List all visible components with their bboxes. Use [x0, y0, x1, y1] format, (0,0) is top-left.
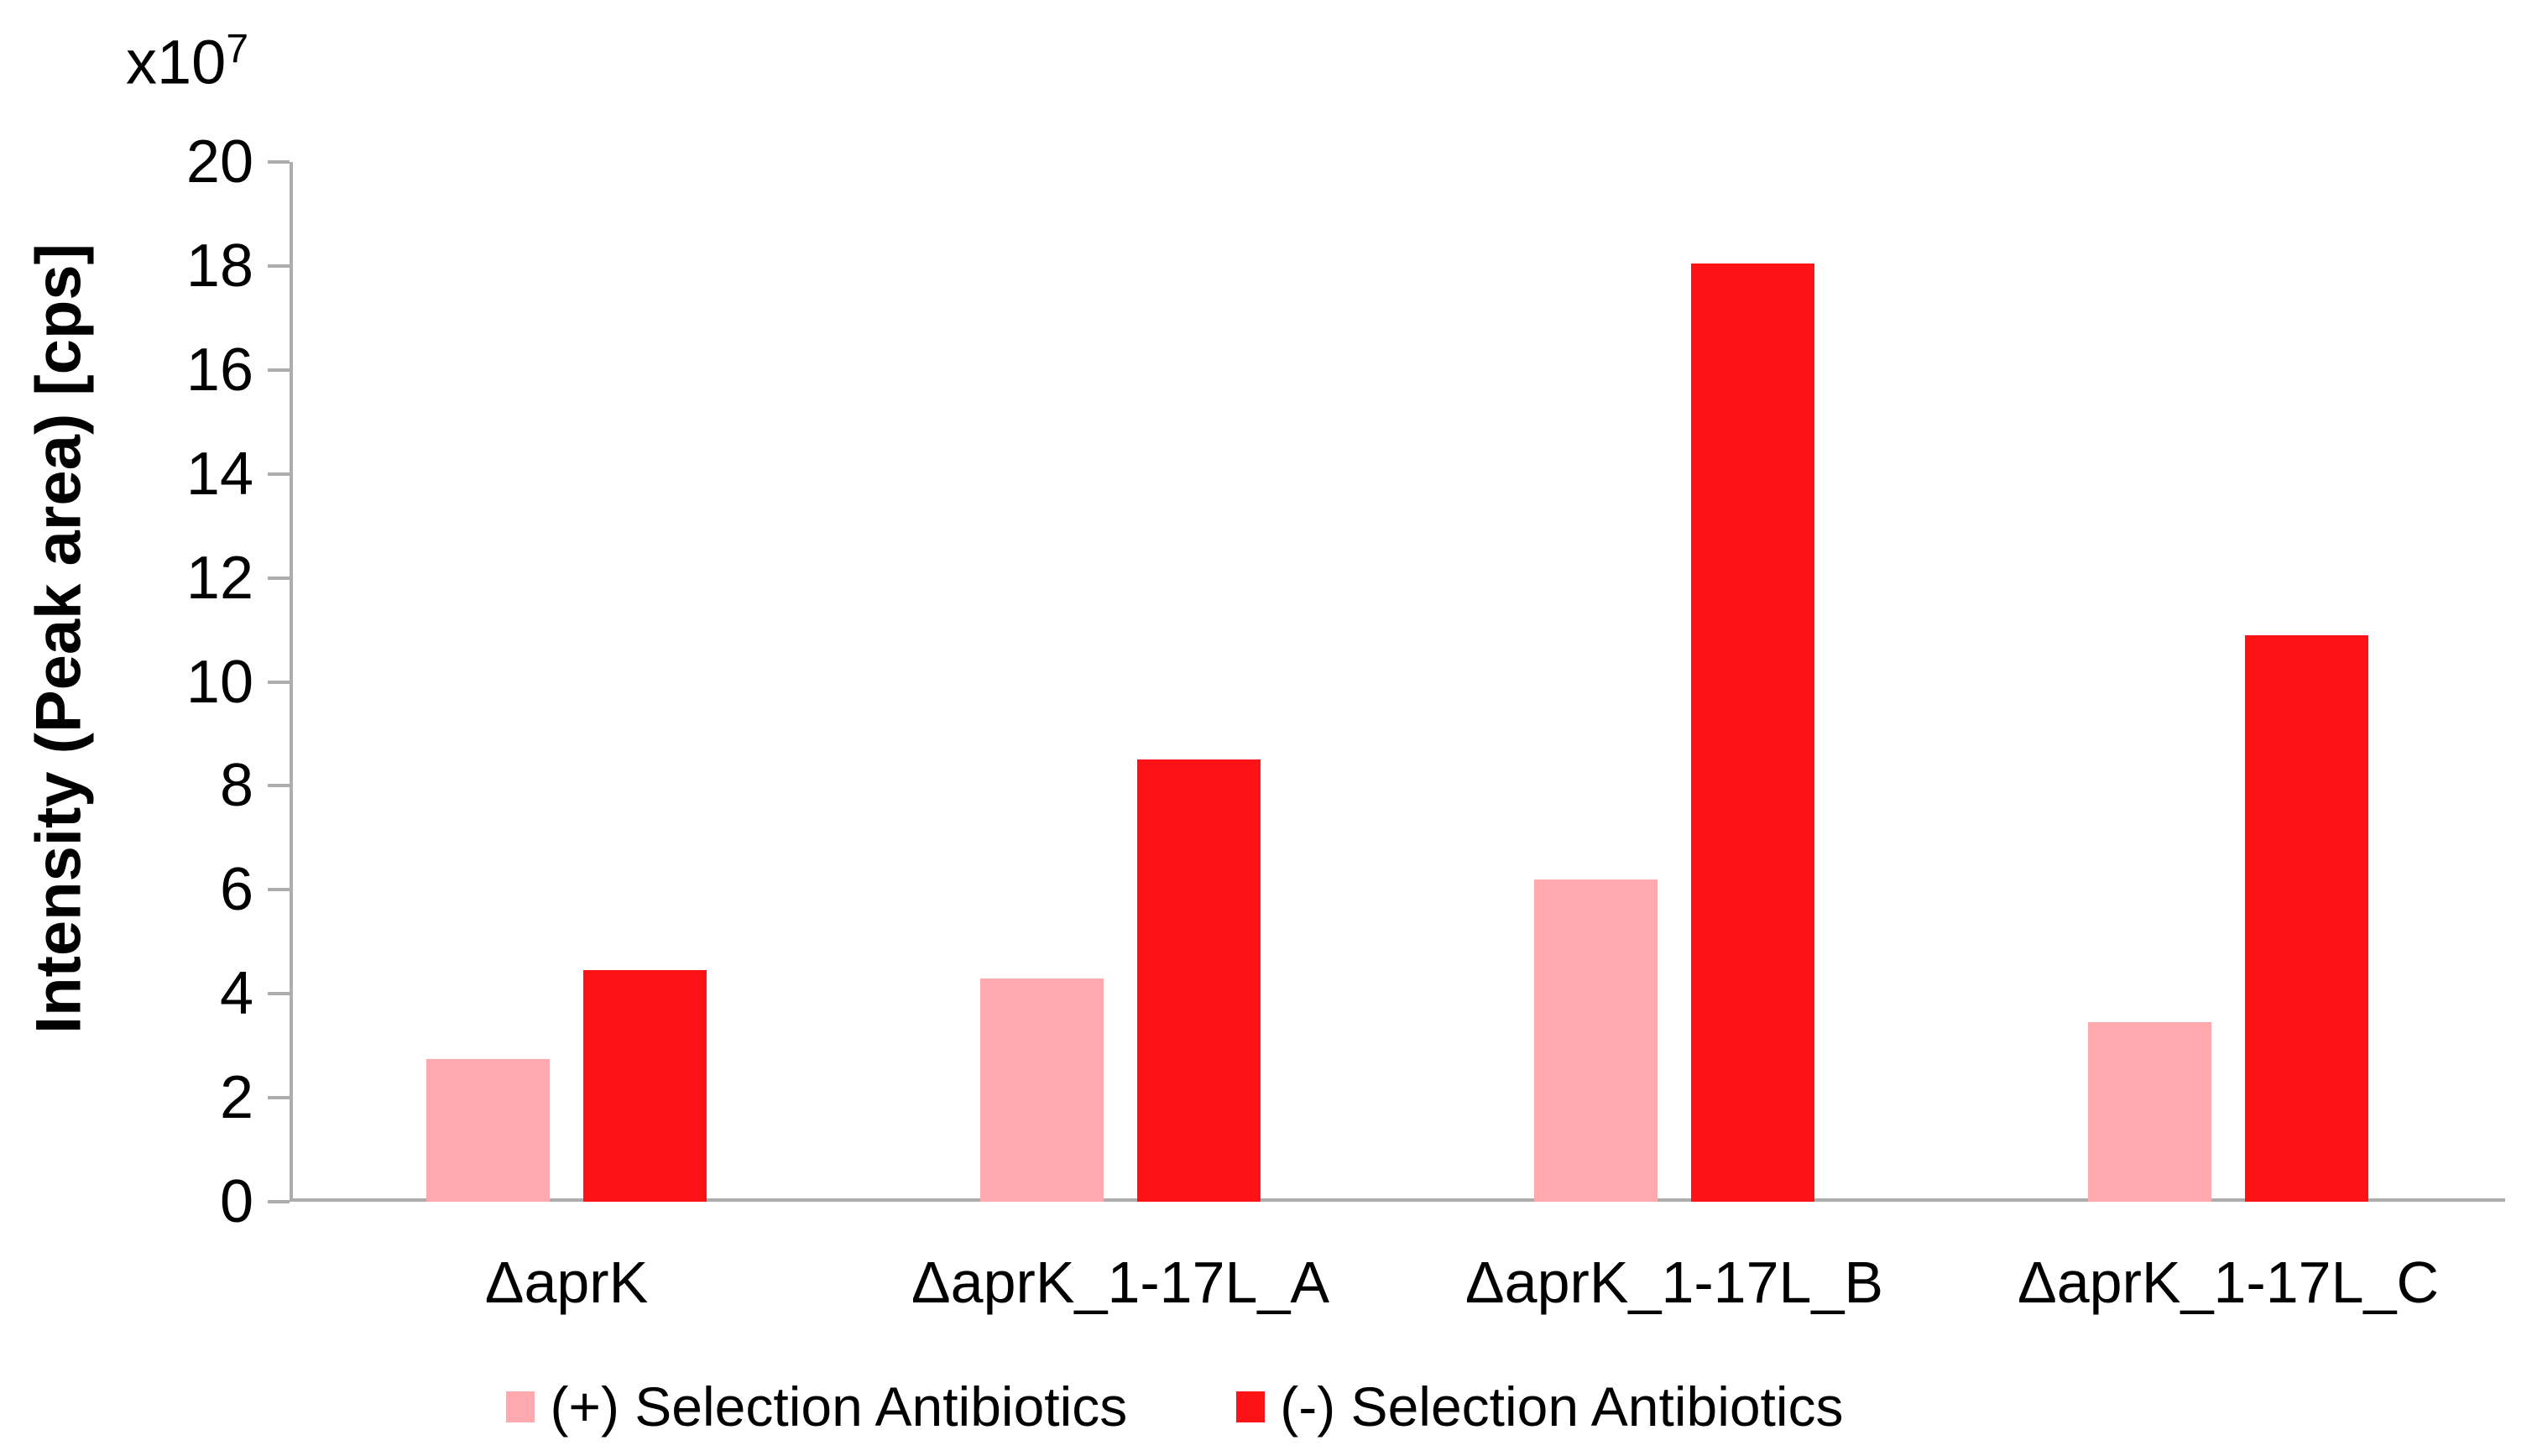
y-tick-mark [268, 472, 290, 476]
y-tick-label: 0 [219, 1168, 253, 1235]
x-axis-label: ΔaprK_1-17L_A [911, 1250, 1330, 1315]
bar-series2-group2 [1137, 759, 1261, 1202]
bar-series1-group3 [1534, 879, 1658, 1202]
y-tick-mark [268, 576, 290, 580]
y-tick-label: 14 [185, 440, 253, 508]
bar-series2-group4 [2245, 634, 2368, 1202]
y-tick-mark [268, 1200, 290, 1203]
bar-series1-group4 [2088, 1022, 2211, 1202]
y-axis-multiplier-base: x10 [126, 27, 227, 97]
y-tick-label: 18 [185, 232, 253, 300]
bar-series1-group1 [426, 1058, 550, 1202]
plot-area [290, 162, 2505, 1202]
legend-label: (+) Selection Antibiotics [550, 1375, 1128, 1438]
y-tick-label: 16 [185, 336, 253, 404]
y-tick-label: 8 [219, 752, 253, 820]
y-tick-label: 20 [185, 128, 253, 196]
y-axis-multiplier-exponent: 7 [226, 27, 249, 71]
y-tick-label: 2 [219, 1064, 253, 1132]
legend-swatch-icon [1236, 1391, 1266, 1422]
y-tick-mark [268, 1096, 290, 1100]
legend-label: (-) Selection Antibiotics [1280, 1375, 1844, 1438]
y-tick-label: 10 [185, 648, 253, 716]
x-axis-label: ΔaprK_1-17L_B [1464, 1250, 1884, 1315]
legend-item-series2: (-) Selection Antibiotics [1236, 1373, 1844, 1440]
legend-item-series1: (+) Selection Antibiotics [506, 1373, 1127, 1440]
y-tick-mark [268, 160, 290, 164]
legend: (+) Selection Antibiotics (-) Selection A… [0, 1373, 2350, 1440]
y-tick-label: 12 [185, 544, 253, 612]
y-tick-mark [268, 888, 290, 892]
y-tick-mark [268, 264, 290, 268]
y-axis-multiplier: x107 [126, 13, 248, 99]
x-axis-label: ΔaprK [484, 1250, 649, 1315]
y-tick-mark [268, 680, 290, 684]
legend-swatch-icon [506, 1391, 535, 1422]
x-axis-label: ΔaprK_1-17L_C [2017, 1250, 2440, 1315]
bar-series2-group3 [1691, 263, 1814, 1202]
bar-series1-group2 [980, 978, 1104, 1202]
bar-series2-group1 [583, 970, 707, 1202]
y-tick-label: 4 [219, 960, 253, 1028]
y-tick-label: 6 [219, 856, 253, 924]
y-tick-mark [268, 992, 290, 996]
y-tick-mark [268, 784, 290, 788]
y-tick-mark [268, 368, 290, 372]
